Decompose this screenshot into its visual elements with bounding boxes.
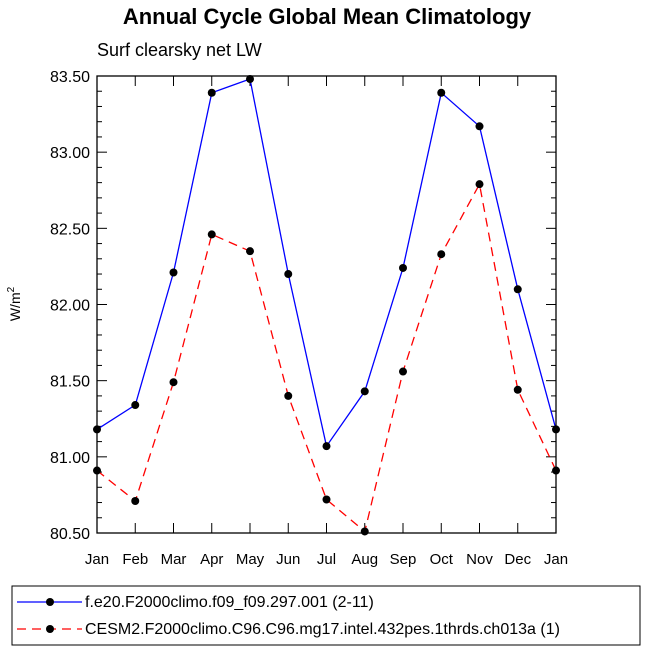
x-tick-label: Jun (276, 551, 300, 568)
series-2-point (169, 378, 178, 387)
x-tick-label: Sep (390, 551, 417, 568)
series-2-point (513, 385, 522, 394)
x-tick-label: Jan (544, 551, 568, 568)
series-2-point (399, 367, 407, 376)
y-tick-label: 81.50 (50, 374, 90, 391)
legend-marker-series-1 (46, 598, 54, 606)
legend-marker-series-2 (46, 625, 54, 633)
x-tick-label: Oct (430, 551, 454, 568)
y-tick-label: 83.50 (50, 69, 90, 86)
series-2-point (437, 250, 446, 259)
series-2-point (322, 495, 331, 504)
x-tick-label: Nov (466, 551, 493, 568)
x-tick-label: Jan (85, 551, 109, 568)
plot-frame (96, 75, 557, 534)
x-tick-label: May (236, 551, 265, 568)
series-2-point (131, 497, 140, 506)
series-1-point (131, 401, 140, 410)
series-2-line (96, 182, 557, 533)
y-tick-label: 81.00 (50, 450, 90, 467)
series-1-point (207, 88, 216, 97)
tick-labels: Jan Feb Mar Apr May Jun Jul Aug Sep Oct Nov Dec Jan 8… (50, 69, 568, 568)
legend-label-series-1: f.e20.F2000climo.f09_f09.297.001 (2-11) (85, 594, 374, 611)
series-2-point (246, 247, 254, 256)
series-1-point (169, 268, 178, 277)
series-2-point (475, 180, 484, 189)
series-1-point (513, 285, 522, 294)
series-1-point (246, 75, 254, 84)
x-tick-label: Jul (317, 551, 336, 568)
y-tick-label: 83.00 (50, 145, 90, 162)
x-tick-label: Feb (122, 551, 148, 568)
x-tick-label: Aug (351, 551, 378, 568)
series-1-point (399, 263, 407, 272)
series-2-point (207, 230, 216, 239)
series-1-point (437, 88, 446, 97)
x-tick-label: Apr (200, 551, 223, 568)
series-1-point (475, 122, 484, 131)
chart-title: Annual Cycle Global Mean Climatology (123, 4, 532, 29)
legend-box (11, 585, 641, 646)
series-1-point (322, 442, 331, 451)
series-layer (93, 75, 560, 536)
chart-subtitle: Surf clearsky net LW (97, 40, 262, 60)
y-tick-label: 82.00 (50, 298, 90, 315)
y-tick-label: 82.50 (50, 221, 90, 238)
y-tick-label: 80.50 (50, 526, 90, 543)
series-1-line (96, 78, 557, 448)
series-1-point (360, 387, 369, 396)
series-1-point (284, 270, 293, 279)
legend-label-series-2: CESM2.F2000climo.C96.C96.mg17.intel.432p… (85, 621, 560, 638)
x-tick-label: Dec (504, 551, 531, 568)
series-2-point (284, 391, 293, 400)
series-2-point (360, 527, 369, 536)
axis-ticks (96, 75, 557, 534)
x-tick-label: Mar (161, 551, 187, 568)
legend: f.e20.F2000climo.f09_f09.297.001 (2-11) … (11, 585, 641, 646)
y-axis-label: W/m2 (6, 286, 23, 321)
